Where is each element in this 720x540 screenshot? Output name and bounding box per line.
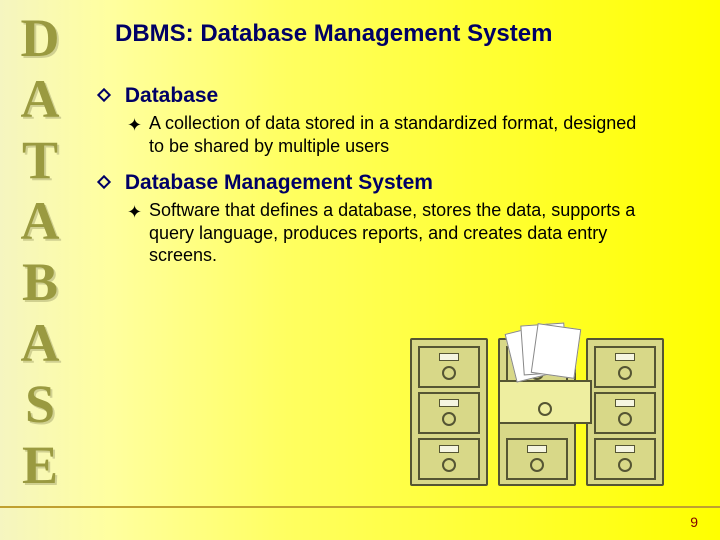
slide: D A T A B A S E DBMS: Database Managemen…: [0, 0, 720, 540]
drawer: [418, 438, 480, 480]
star-bullet-icon: ✦: [127, 114, 142, 137]
section-body: ✦ A collection of data stored in a stand…: [129, 112, 650, 157]
sidebar-letter: E: [10, 435, 70, 496]
sidebar-letter: A: [10, 69, 70, 130]
drawer: [506, 438, 568, 480]
page-number: 9: [690, 514, 698, 530]
content-area: DBMS: Database Management System Databas…: [95, 20, 690, 267]
paper-sheet: [531, 323, 582, 379]
sidebar-letter: A: [10, 191, 70, 252]
diamond-bullet-icon: [97, 175, 111, 189]
sidebar-letter: B: [10, 252, 70, 313]
diamond-bullet-icon: [97, 88, 111, 102]
slide-title: DBMS: Database Management System: [115, 20, 690, 48]
drawer: [594, 392, 656, 434]
drawer: [418, 392, 480, 434]
cabinet: [410, 338, 488, 486]
section-body: ✦ Software that defines a database, stor…: [129, 199, 650, 267]
cabinet: [586, 338, 664, 486]
section-body-text: Software that defines a database, stores…: [149, 200, 635, 265]
open-drawer: [498, 380, 592, 424]
filing-cabinets-illustration: [410, 332, 670, 492]
sidebar-letter: T: [10, 130, 70, 191]
drawer: [418, 346, 480, 388]
section-heading-text: Database Management System: [125, 171, 433, 194]
papers-icon: [510, 326, 580, 364]
section-heading-text: Database: [125, 84, 218, 107]
bottom-rule: [0, 506, 720, 508]
section-body-text: A collection of data stored in a standar…: [149, 113, 636, 156]
star-bullet-icon: ✦: [127, 201, 142, 224]
section-heading: Database Management System: [95, 171, 690, 195]
drawer: [594, 346, 656, 388]
section-heading: Database: [95, 84, 690, 108]
sidebar-letter: A: [10, 313, 70, 374]
sidebar-acronym: D A T A B A S E: [10, 8, 70, 496]
sidebar-letter: D: [10, 8, 70, 69]
drawer: [594, 438, 656, 480]
sidebar-letter: S: [10, 374, 70, 435]
